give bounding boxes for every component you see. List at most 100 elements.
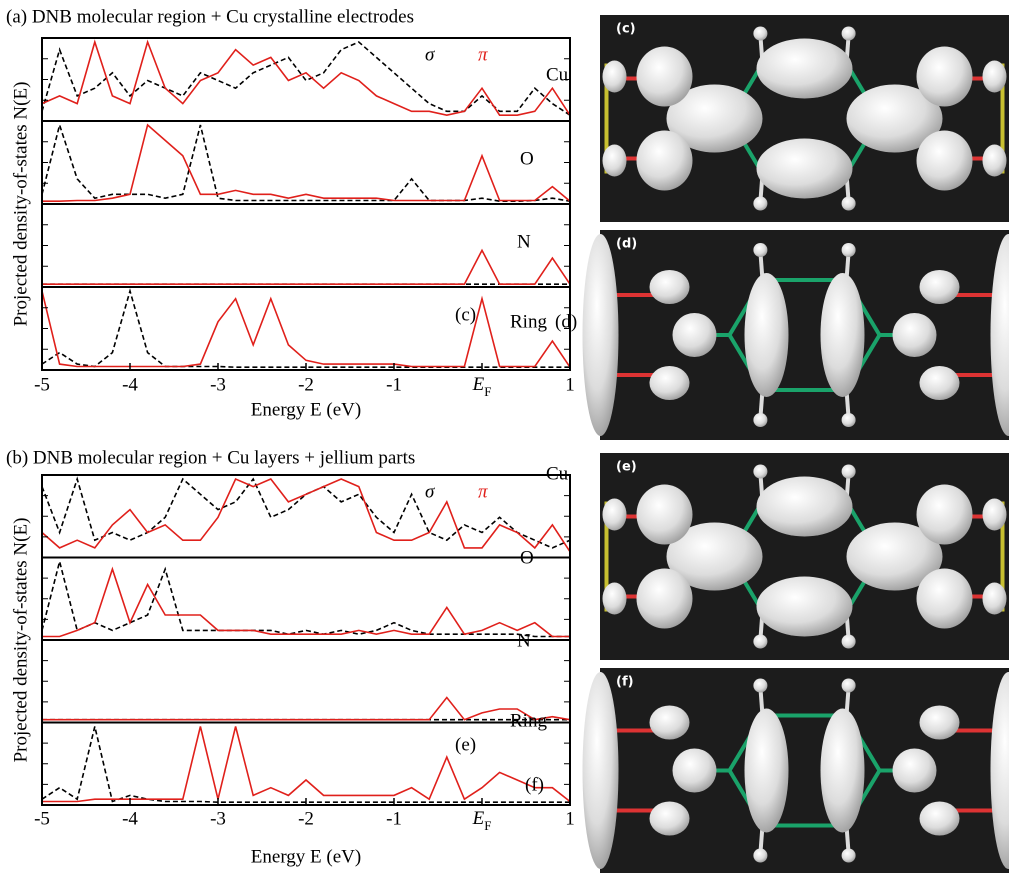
- pdos-line: [42, 726, 570, 803]
- legend-entry: π: [478, 481, 488, 502]
- x-tick-label: 1: [565, 374, 575, 395]
- x-tick-label: -4: [122, 374, 138, 395]
- hydrogen: [841, 848, 856, 863]
- pdos-line: [42, 726, 570, 803]
- y-axis-label: Projected density-of-states N(E): [10, 518, 31, 763]
- orbital-lobe: [982, 144, 1007, 177]
- hydrogen: [841, 196, 856, 211]
- orbital-lobe: [916, 484, 973, 545]
- orbital-lobe: [756, 38, 853, 99]
- panel-label: Cu: [546, 64, 569, 85]
- orbital-lobe: [756, 576, 853, 637]
- orbital-lobe: [582, 672, 619, 869]
- orbital-lobe: [636, 46, 693, 107]
- x-tick-label: -4: [122, 808, 138, 829]
- x-tick-label: 1: [565, 808, 575, 829]
- x-tick-label: -3: [210, 808, 226, 829]
- subplot-frame: [41, 203, 571, 288]
- image-label: (c): [616, 22, 636, 37]
- x-axis-label: Energy E (eV): [251, 399, 361, 420]
- panel-label: Ring: [510, 710, 547, 731]
- plot-area: [42, 476, 570, 803]
- pdos-line: [42, 248, 570, 285]
- orbital-lobe: [756, 138, 853, 199]
- image-label: (f): [616, 675, 634, 690]
- orbital-image: (c): [600, 15, 1009, 222]
- chart-title: (b) DNB molecular region + Cu layers + j…: [6, 447, 415, 468]
- panel-label: N: [517, 630, 531, 651]
- x-tick-label: EF: [472, 374, 492, 399]
- orbital-image: (f): [582, 668, 1009, 873]
- x-tick-label: EF: [472, 808, 492, 833]
- orbital-image: (e): [600, 453, 1009, 660]
- orbital-lobe: [582, 234, 619, 436]
- hydrogen: [841, 678, 856, 693]
- orbital-lobe: [916, 130, 973, 191]
- orbital-lobe: [846, 522, 943, 591]
- hydrogen: [841, 26, 856, 41]
- panel-label: Cu: [546, 463, 569, 484]
- image-label: (e): [616, 460, 637, 475]
- orbital-lobe: [666, 522, 763, 591]
- pdos-line: [42, 123, 570, 202]
- orbital-lobe: [636, 568, 693, 629]
- x-tick-label: -2: [298, 374, 314, 395]
- panel-label: N: [517, 231, 531, 252]
- orbital-lobe: [649, 270, 690, 304]
- orbital-lobe: [602, 582, 627, 615]
- orbital-lobe: [820, 273, 865, 397]
- orbital-lobe: [602, 60, 627, 93]
- annotation: (e): [455, 734, 476, 755]
- orbital-lobe: [602, 498, 627, 531]
- orbital-lobe: [820, 708, 865, 833]
- orbital-lobe: [649, 801, 690, 836]
- chart-title: (a) DNB molecular region + Cu crystallin…: [6, 6, 414, 27]
- pdos-line: [42, 696, 570, 721]
- x-axis-label: Energy E (eV): [251, 846, 361, 867]
- pdos-line: [42, 477, 570, 553]
- hydrogen: [841, 243, 856, 257]
- annotation: (d): [555, 311, 577, 332]
- legend-entry: σ: [425, 481, 435, 502]
- legend-entry: π: [478, 44, 488, 65]
- pdos-line: [42, 561, 570, 638]
- subplot-frame: [41, 120, 571, 205]
- hydrogen: [753, 848, 768, 863]
- hydrogen: [753, 464, 768, 479]
- subplot-frame: [41, 639, 571, 724]
- orbital-lobe: [666, 84, 763, 153]
- orbital-lobe: [744, 708, 789, 833]
- subplot-frame: [41, 556, 571, 641]
- legend-entry: σ: [425, 44, 435, 65]
- hydrogen: [753, 634, 768, 649]
- orbital-lobe: [990, 672, 1009, 869]
- orbital-lobe: [982, 498, 1007, 531]
- x-tick-label: -2: [298, 808, 314, 829]
- pdos-line: [42, 476, 570, 549]
- pdos-line: [42, 41, 570, 116]
- hydrogen: [753, 413, 768, 427]
- orbital-lobe: [672, 313, 717, 357]
- orbital-image: (d): [582, 230, 1009, 440]
- orbital-lobe: [892, 748, 937, 793]
- orbital-lobe: [636, 484, 693, 545]
- image-background: [600, 230, 1009, 440]
- hydrogen: [841, 634, 856, 649]
- orbital-lobe: [982, 582, 1007, 615]
- orbital-lobe: [916, 46, 973, 107]
- orbital-lobe: [756, 476, 853, 537]
- orbital-lobe: [636, 130, 693, 191]
- hydrogen: [753, 196, 768, 211]
- pdos-line: [42, 288, 570, 368]
- subplot-frame: [41, 721, 571, 806]
- panel-label: O: [520, 547, 534, 568]
- orbital-lobe: [649, 366, 690, 400]
- orbital-lobe: [602, 144, 627, 177]
- image-background: [600, 668, 1009, 873]
- orbital-lobe: [919, 270, 960, 304]
- pdos-line: [42, 290, 570, 368]
- annotation: (c): [455, 304, 476, 325]
- panel-label: O: [520, 148, 534, 169]
- orbital-lobe: [672, 748, 717, 793]
- orbital-lobe: [892, 313, 937, 357]
